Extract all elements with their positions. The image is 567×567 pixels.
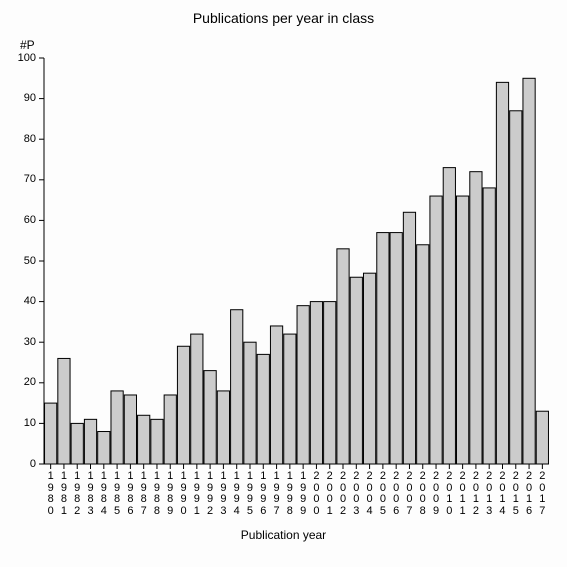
x-tick-label: 2 0 1 0 xyxy=(443,471,456,517)
x-tick-label: 1 9 9 3 xyxy=(217,471,230,517)
bar xyxy=(217,391,229,464)
bar xyxy=(337,249,349,464)
bar xyxy=(231,310,243,464)
bar xyxy=(270,326,282,464)
bar xyxy=(151,419,163,464)
x-tick-label: 1 9 9 2 xyxy=(203,471,216,517)
y-tick-label: 0 xyxy=(30,458,36,470)
x-tick-label: 2 0 0 3 xyxy=(350,471,363,517)
bar xyxy=(510,111,522,464)
bar xyxy=(377,233,389,464)
bar xyxy=(124,395,136,464)
bar xyxy=(363,273,375,464)
y-tick-label: 60 xyxy=(24,214,36,226)
x-tick-label: 1 9 9 1 xyxy=(190,471,203,517)
bar xyxy=(390,233,402,464)
bar xyxy=(244,342,256,464)
y-tick-label: 100 xyxy=(18,52,36,64)
bar xyxy=(58,358,70,464)
bar xyxy=(71,423,83,464)
x-tick-label: 1 9 8 2 xyxy=(71,471,84,517)
x-tick-label: 1 9 9 8 xyxy=(283,471,296,517)
x-tick-label: 1 9 9 7 xyxy=(270,471,283,517)
bar xyxy=(324,302,336,464)
x-tick-label: 1 9 9 4 xyxy=(230,471,243,517)
bar xyxy=(138,415,150,464)
bar xyxy=(417,245,429,464)
x-tick-label: 1 9 9 6 xyxy=(257,471,270,517)
bar xyxy=(496,82,508,464)
x-tick-label: 1 9 9 5 xyxy=(243,471,256,517)
x-tick-label: 1 9 8 8 xyxy=(150,471,163,517)
bar xyxy=(45,403,57,464)
bar xyxy=(164,395,176,464)
bar xyxy=(204,371,216,464)
x-tick-label: 2 0 0 0 xyxy=(310,471,323,517)
bar xyxy=(257,354,269,464)
x-tick-label: 1 9 8 7 xyxy=(137,471,150,517)
bar xyxy=(177,346,189,464)
bar xyxy=(443,168,455,464)
bar xyxy=(111,391,123,464)
x-tick-label: 1 9 9 0 xyxy=(177,471,190,517)
x-tick-label: 1 9 8 3 xyxy=(84,471,97,517)
bar xyxy=(457,196,469,464)
y-tick-label: 20 xyxy=(24,376,36,388)
x-tick-label: 2 0 1 7 xyxy=(536,471,549,517)
x-tick-label: 2 0 0 5 xyxy=(376,471,389,517)
x-tick-label: 2 0 1 4 xyxy=(496,471,509,517)
x-tick-label: 2 0 0 6 xyxy=(390,471,403,517)
x-tick-label: 2 0 0 7 xyxy=(403,471,416,517)
x-tick-label: 2 0 1 3 xyxy=(483,471,496,517)
y-tick-label: 30 xyxy=(24,336,36,348)
x-tick-label: 1 9 9 9 xyxy=(297,471,310,517)
x-tick-label: 2 0 1 1 xyxy=(456,471,469,517)
x-tick-label: 2 0 1 2 xyxy=(469,471,482,517)
bar xyxy=(284,334,296,464)
bar xyxy=(470,172,482,464)
bar xyxy=(297,306,309,464)
bar xyxy=(84,419,96,464)
x-tick-label: 2 0 0 4 xyxy=(363,471,376,517)
bar xyxy=(191,334,203,464)
bar xyxy=(98,432,110,464)
x-tick-label: 1 9 8 4 xyxy=(97,471,110,517)
x-tick-label: 2 0 1 6 xyxy=(522,471,535,517)
publications-bar-chart: Publications per year in class #P 010203… xyxy=(0,0,567,567)
y-tick-label: 70 xyxy=(24,173,36,185)
x-tick-label: 1 9 8 0 xyxy=(44,471,57,517)
bar xyxy=(523,78,535,464)
y-tick-label: 80 xyxy=(24,133,36,145)
bar xyxy=(310,302,322,464)
x-tick-label: 1 9 8 1 xyxy=(57,471,70,517)
y-tick-label: 40 xyxy=(24,295,36,307)
bar xyxy=(430,196,442,464)
y-tick-label: 50 xyxy=(24,255,36,267)
x-tick-label: 2 0 0 9 xyxy=(429,471,442,517)
x-tick-label: 2 0 0 2 xyxy=(336,471,349,517)
x-tick-label: 1 9 8 5 xyxy=(110,471,123,517)
x-tick-label: 2 0 0 1 xyxy=(323,471,336,517)
x-tick-label: 2 0 0 8 xyxy=(416,471,429,517)
x-tick-label: 1 9 8 9 xyxy=(164,471,177,517)
bar xyxy=(350,277,362,464)
bar xyxy=(483,188,495,464)
x-axis-label: Publication year xyxy=(0,528,567,542)
x-tick-label: 2 0 1 5 xyxy=(509,471,522,517)
bar xyxy=(403,212,415,464)
x-tick-label: 1 9 8 6 xyxy=(124,471,137,517)
bar xyxy=(536,411,548,464)
y-tick-label: 90 xyxy=(24,92,36,104)
y-tick-label: 10 xyxy=(24,417,36,429)
